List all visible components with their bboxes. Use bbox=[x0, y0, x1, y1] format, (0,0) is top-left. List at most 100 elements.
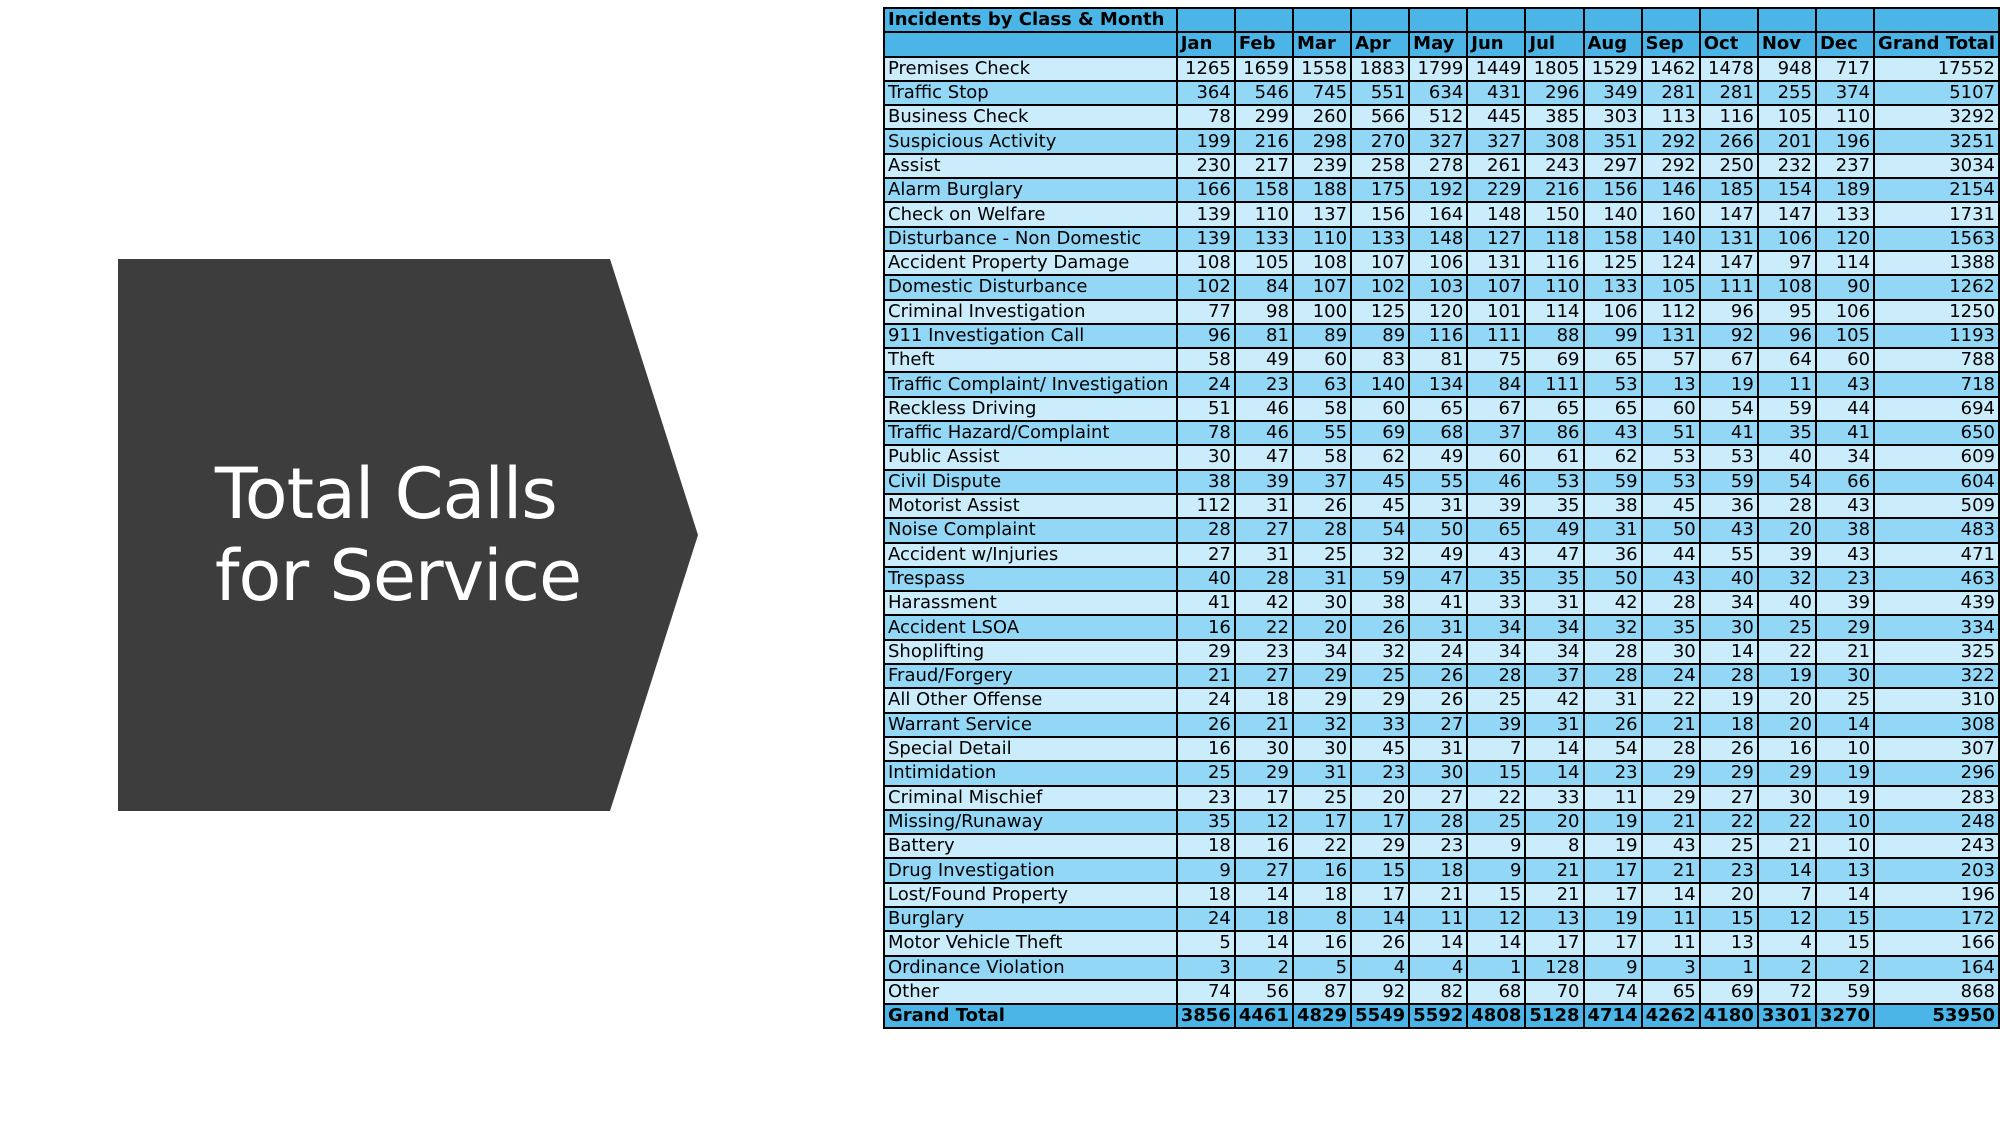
cell-value: 374 bbox=[1814, 79, 1876, 107]
cell-value: 25 bbox=[1291, 784, 1353, 811]
cell-value: 29 bbox=[1640, 760, 1701, 787]
cell-value: 34 bbox=[1524, 638, 1585, 666]
cell-value: 64 bbox=[1756, 347, 1817, 374]
empty-header-cell bbox=[1582, 6, 1643, 34]
empty-header-cell bbox=[1291, 6, 1353, 34]
cell-value: 107 bbox=[1466, 274, 1527, 301]
table-row: Check on Welfare 139 110 137 156 164 148 150 140… bbox=[883, 201, 2000, 228]
cell-value: 50 bbox=[1582, 565, 1643, 593]
cell-value: 189 bbox=[1814, 177, 1876, 204]
cell-value: 146 bbox=[1640, 177, 1701, 204]
cell-value: 14 bbox=[1698, 638, 1759, 666]
cell-value: 14 bbox=[1350, 905, 1411, 933]
cell-value: 41 bbox=[1175, 590, 1236, 617]
grand-total-value: 4714 bbox=[1582, 1003, 1643, 1030]
cell-value: 110 bbox=[1291, 225, 1353, 252]
month-header-may: May bbox=[1408, 31, 1469, 58]
cell-value: 60 bbox=[1466, 444, 1527, 471]
row-label: Traffic Stop bbox=[883, 79, 1178, 107]
cell-value: 108 bbox=[1756, 274, 1817, 301]
cell-value: 54 bbox=[1582, 735, 1643, 763]
cell-value: 106 bbox=[1756, 225, 1817, 252]
cell-value: 78 bbox=[1175, 420, 1236, 447]
cell-value: 99 bbox=[1582, 322, 1643, 350]
empty-header-cell bbox=[1814, 6, 1876, 34]
cell-value: 22 bbox=[1698, 808, 1759, 836]
cell-value: 25 bbox=[1175, 760, 1236, 787]
cell-value: 46 bbox=[1233, 395, 1294, 423]
cell-value: 113 bbox=[1640, 104, 1701, 131]
cell-value: 239 bbox=[1291, 152, 1353, 180]
cell-value: 59 bbox=[1698, 468, 1759, 495]
empty-header-cell bbox=[1873, 6, 2000, 34]
cell-value: 108 bbox=[1175, 249, 1236, 277]
cell-value: 22 bbox=[1466, 784, 1527, 811]
cell-value: 49 bbox=[1408, 444, 1469, 471]
cell-value: 17 bbox=[1582, 881, 1643, 908]
month-header-aug: Aug bbox=[1582, 31, 1643, 58]
cell-value: 237 bbox=[1814, 152, 1876, 180]
cell-value: 139 bbox=[1175, 201, 1236, 228]
row-label: Shoplifting bbox=[883, 638, 1178, 666]
cell-value: 7 bbox=[1756, 881, 1817, 908]
cell-value: 40 bbox=[1175, 565, 1236, 593]
cell-value: 11 bbox=[1582, 784, 1643, 811]
cell-value: 65 bbox=[1466, 517, 1527, 544]
cell-value: 36 bbox=[1582, 541, 1643, 568]
cell-value: 9 bbox=[1466, 857, 1527, 884]
cell-value: 217 bbox=[1233, 152, 1294, 180]
cell-value: 69 bbox=[1698, 978, 1759, 1006]
cell-value: 32 bbox=[1756, 565, 1817, 593]
row-label: Traffic Hazard/Complaint bbox=[883, 420, 1178, 447]
cell-value: 196 bbox=[1814, 128, 1876, 155]
cell-value: 26 bbox=[1291, 492, 1353, 520]
cell-value: 62 bbox=[1582, 444, 1643, 471]
cell-value: 49 bbox=[1233, 347, 1294, 374]
cell-value: 47 bbox=[1233, 444, 1294, 471]
cell-value: 105 bbox=[1756, 104, 1817, 131]
cell-value: 134 bbox=[1408, 371, 1469, 398]
cell-value: 111 bbox=[1698, 274, 1759, 301]
cell-value: 551 bbox=[1350, 79, 1411, 107]
cell-value: 17 bbox=[1291, 808, 1353, 836]
cell-value: 199 bbox=[1175, 128, 1236, 155]
cell-value: 58 bbox=[1291, 395, 1353, 423]
cell-value: 25 bbox=[1756, 614, 1817, 641]
table-row: Criminal Investigation 77 98 100 125 120 101 11… bbox=[883, 298, 2000, 325]
cell-value: 65 bbox=[1582, 395, 1643, 423]
cell-value: 566 bbox=[1350, 104, 1411, 131]
cell-value: 20 bbox=[1350, 784, 1411, 811]
cell-value: 103 bbox=[1408, 274, 1469, 301]
table-row: Accident Property Damage 108 105 108 107 106 1… bbox=[883, 249, 2000, 277]
cell-value: 28 bbox=[1408, 808, 1469, 836]
cell-value: 278 bbox=[1408, 152, 1469, 180]
cell-value: 15 bbox=[1466, 881, 1527, 908]
table-row: Motor Vehicle Theft 5 14 16 26 14 14 17 17 11 13 4 1… bbox=[883, 930, 2000, 957]
cell-value: 1659 bbox=[1233, 55, 1294, 82]
cell-value: 5 bbox=[1175, 930, 1236, 957]
row-label: Domestic Disturbance bbox=[883, 274, 1178, 301]
cell-value: 15 bbox=[1814, 930, 1876, 957]
cell-value: 83 bbox=[1350, 347, 1411, 374]
cell-value: 96 bbox=[1175, 322, 1236, 350]
row-total: 2154 bbox=[1873, 177, 2000, 204]
row-total: 283 bbox=[1873, 784, 2000, 811]
cell-value: 133 bbox=[1814, 201, 1876, 228]
cell-value: 28 bbox=[1233, 565, 1294, 593]
row-total: 172 bbox=[1873, 905, 2000, 933]
cell-value: 87 bbox=[1291, 978, 1353, 1006]
cell-value: 147 bbox=[1698, 249, 1759, 277]
cell-value: 42 bbox=[1582, 590, 1643, 617]
grand-total-value: 5128 bbox=[1524, 1003, 1585, 1030]
cell-value: 107 bbox=[1350, 249, 1411, 277]
cell-value: 116 bbox=[1524, 249, 1585, 277]
cell-value: 16 bbox=[1291, 930, 1353, 957]
cell-value: 20 bbox=[1524, 808, 1585, 836]
cell-value: 116 bbox=[1408, 322, 1469, 350]
cell-value: 31 bbox=[1582, 687, 1643, 714]
row-total: 650 bbox=[1873, 420, 2000, 447]
cell-value: 164 bbox=[1408, 201, 1469, 228]
cell-value: 26 bbox=[1175, 711, 1236, 738]
cell-value: 35 bbox=[1175, 808, 1236, 836]
cell-value: 31 bbox=[1233, 541, 1294, 568]
